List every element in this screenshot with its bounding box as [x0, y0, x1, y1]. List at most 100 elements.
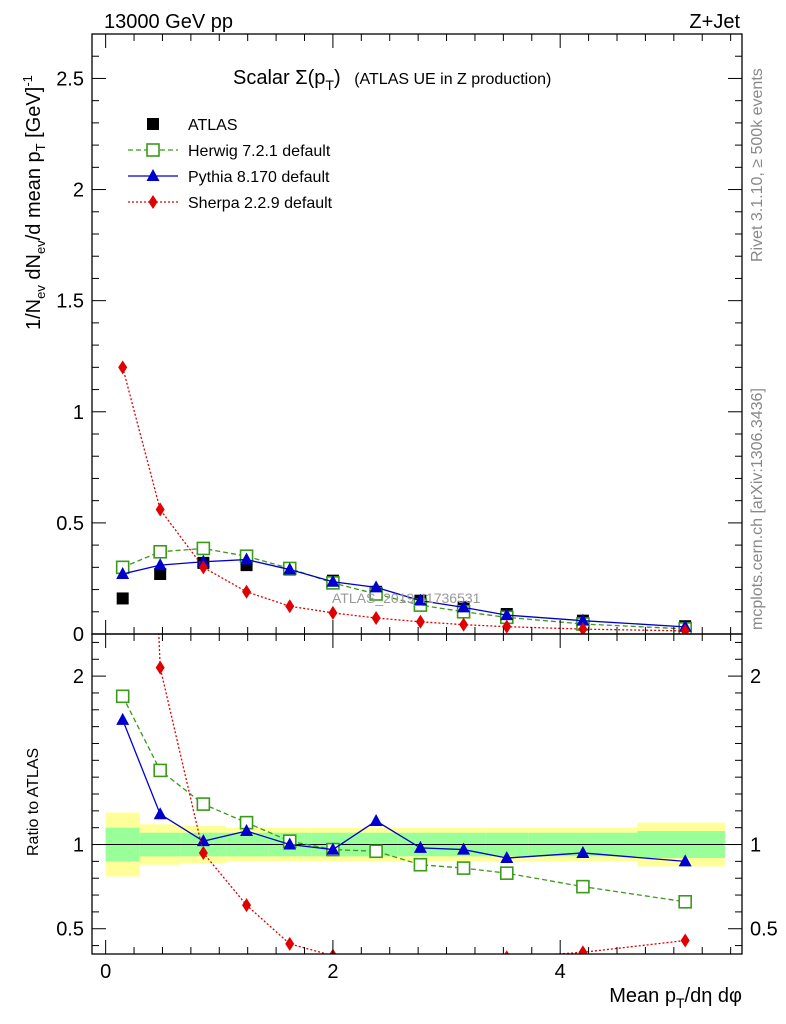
pythia-point	[500, 608, 514, 621]
herwig-ratio-point	[456, 861, 471, 875]
pythia-point	[283, 562, 297, 575]
sherpa-ratio-point	[459, 960, 468, 974]
ratio-ylabel: Ratio to ATLAS	[25, 748, 42, 856]
herwig-line	[122, 547, 686, 630]
x-axis-title: Mean pT/dη dφ	[609, 985, 742, 1011]
ratio-y-tick-label-right: 1	[750, 835, 761, 857]
pythia-line	[122, 558, 686, 628]
ratio-y-tick-label-right: 0.5	[750, 919, 778, 941]
herwig-ratio-point	[499, 866, 514, 880]
sherpa-ratio-point	[680, 933, 690, 948]
sherpa-ratio-point	[504, 950, 510, 954]
herwig-ratio-point	[153, 763, 167, 778]
pythia-point	[369, 580, 383, 593]
pythia-point	[326, 574, 340, 587]
herwig-ratio-point	[369, 844, 383, 859]
legend-marker	[147, 118, 159, 130]
sherpa-point	[578, 622, 588, 634]
main-y-tick-label: 1	[73, 402, 84, 424]
legend-label: Herwig 7.2.1 default	[188, 143, 331, 160]
herwig-ratio-point	[576, 879, 590, 894]
legend-label: ATLAS	[188, 117, 238, 134]
pythia-ratio-line	[122, 719, 686, 863]
pythia-ratio-point	[326, 842, 340, 855]
atlas-point	[116, 592, 129, 605]
ratio-y-tick-label: 0.5	[56, 919, 84, 941]
sherpa-point	[371, 611, 381, 625]
herwig-ratio-point	[196, 797, 211, 811]
main-ylabel: 1/Nev dNev/d mean pT [GeV]-1	[20, 75, 48, 330]
header-left-label: 13000 GeV pp	[104, 11, 233, 33]
pythia-ratio-point	[576, 845, 590, 858]
header-right-label: Z+Jet	[689, 11, 740, 33]
pythia-point	[413, 593, 427, 606]
pythia-point	[153, 558, 167, 571]
sherpa-ratio-point	[242, 898, 252, 913]
main-y-tick-label: 0.5	[56, 513, 84, 535]
pythia-ratio-point	[369, 813, 383, 826]
herwig-ratio-point	[413, 857, 428, 872]
sherpa-point	[328, 605, 338, 620]
sherpa-line	[122, 367, 686, 632]
sherpa-point	[459, 617, 469, 632]
axes-frames: 0 0.5 1 1.5 2 2.5 0 2 4 0.5 0.5 1 1 2 2	[56, 33, 778, 983]
main-panel-series	[115, 360, 692, 634]
pythia-point	[116, 567, 130, 579]
legend-marker	[148, 195, 158, 209]
mcplots-label: mcplots.cern.ch [arXiv:1306.3436]	[749, 388, 766, 630]
sherpa-ratio-point	[372, 957, 381, 971]
title-close: )	[334, 67, 341, 89]
pythia-ratio-point	[153, 807, 167, 820]
herwig-ratio-point	[115, 689, 130, 704]
legend-label: Pythia 8.170 default	[188, 169, 330, 186]
legend: ATLAS Herwig 7.2.1 default Pythia 8.170 de…	[128, 117, 333, 212]
pythia-ratio-point	[116, 712, 130, 725]
main-y-tick-label: 2	[73, 180, 84, 202]
main-y-tick-label: 2.5	[56, 68, 84, 90]
pythia-ratio-point	[678, 854, 692, 867]
sherpa-ratio-line	[158, 634, 686, 954]
sherpa-point	[242, 584, 252, 599]
pythia-ratio-point	[283, 837, 297, 850]
main-y-tick-label: 1.5	[56, 291, 84, 313]
sherpa-point	[155, 502, 165, 517]
sherpa-ratio-point	[198, 845, 208, 860]
sherpa-point	[285, 599, 295, 614]
x-tick-label: 0	[100, 961, 111, 983]
pythia-point	[576, 613, 590, 626]
sherpa-point	[680, 623, 690, 634]
legend-marker	[146, 143, 160, 157]
rivet-version-label: Rivet 3.1.10, ≥ 500k events	[749, 68, 766, 262]
title-scalar: Scalar Σ(p	[233, 67, 325, 89]
pythia-point	[240, 552, 254, 565]
x-tick-label: 2	[327, 961, 338, 983]
pythia-point	[457, 600, 471, 613]
pythia-ratio-point	[500, 851, 514, 863]
ratio-y-tick-label: 2	[73, 666, 84, 688]
sherpa-ratio-point	[416, 962, 425, 976]
sherpa-point	[118, 360, 128, 375]
herwig-ratio-line	[122, 696, 686, 903]
sherpa-ratio-point	[285, 936, 295, 951]
main-y-tick-label: 0	[73, 624, 84, 646]
ratio-panel-series	[115, 634, 692, 976]
x-tick-label: 4	[555, 961, 566, 983]
herwig-ratio-point	[678, 894, 692, 909]
pythia-ratio-point	[196, 834, 210, 847]
sherpa-ratio-point	[578, 945, 588, 954]
ratio-y-tick-label-right: 2	[750, 666, 761, 688]
pythia-ratio-point	[457, 842, 471, 855]
analysis-watermark: ATLAS_2019_I1736531	[332, 590, 481, 606]
sherpa-point	[502, 619, 512, 634]
herwig-point	[196, 541, 211, 556]
title-subscript: T	[325, 77, 334, 93]
sherpa-point	[198, 560, 208, 575]
title-rest: (ATLAS UE in Z production)	[354, 71, 551, 88]
legend-label: Sherpa 2.2.9 default	[188, 195, 333, 212]
herwig-point	[153, 544, 167, 559]
atlas-point	[154, 568, 167, 580]
pythia-ratio-point	[413, 840, 427, 853]
main-panel-title: Scalar Σ(pT) (ATLAS UE in Z production)	[233, 67, 551, 93]
legend-marker	[146, 169, 160, 181]
